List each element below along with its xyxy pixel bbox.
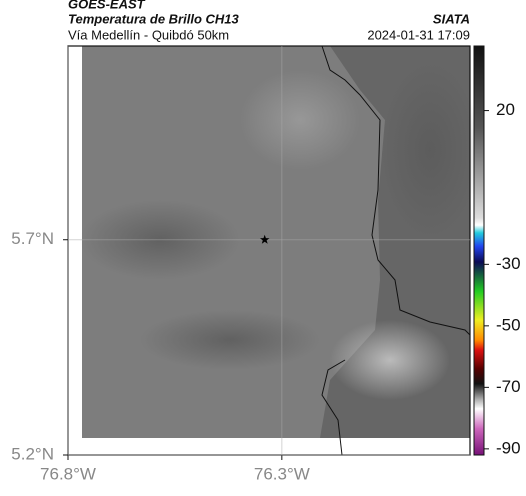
y-tick-label: 5.2°N — [11, 444, 54, 463]
satellite-image — [80, 46, 480, 438]
x-tick-label: 76.8°W — [40, 464, 96, 483]
colorbar-label: -90 — [496, 438, 521, 457]
datetime: 2024-01-31 17:09 — [367, 27, 470, 42]
colorbar-label: -50 — [496, 315, 521, 334]
x-tick-label: 76.3°W — [254, 464, 310, 483]
y-tick-label: 5.7°N — [11, 229, 54, 248]
title: Temperatura de Brillo CH13 — [68, 11, 240, 26]
colorbar-label: 20 — [496, 100, 515, 119]
location-marker — [260, 234, 270, 244]
source: GOES-EAST — [68, 0, 146, 11]
org: SIATA — [433, 11, 470, 26]
border — [321, 45, 471, 456]
colorbar-label: -70 — [496, 377, 521, 396]
colorbar-label: -30 — [496, 254, 521, 273]
route: Vía Medellín - Quibdó 50km — [68, 27, 229, 42]
colorbar — [473, 45, 485, 456]
